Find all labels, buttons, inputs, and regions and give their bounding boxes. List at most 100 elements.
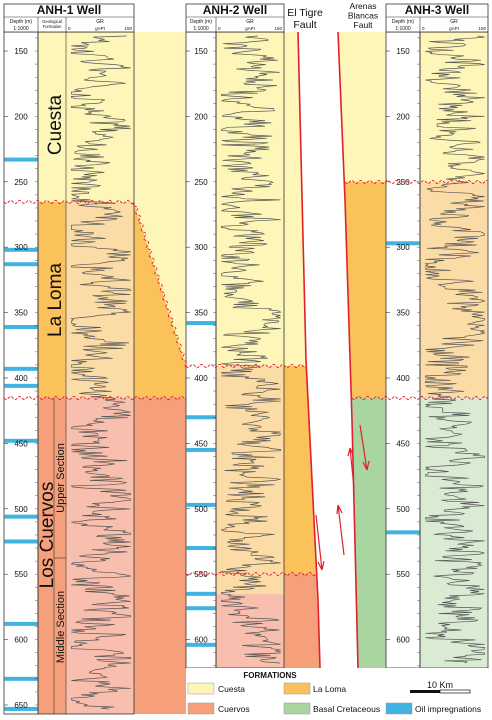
block1-cuervos [284, 574, 320, 668]
anh2-log-max: 150 [274, 26, 282, 31]
depth-tick-label: 400 [194, 374, 208, 383]
anh1-log-unit: gAPI [95, 26, 105, 31]
corr1-cuesta [134, 32, 186, 366]
depth-tick-label: 500 [194, 505, 208, 514]
formation-label-la-loma: La Loma [45, 263, 66, 337]
legend-item-cuervos: Cuervos [187, 702, 250, 715]
anh1-depth-track [3, 31, 39, 715]
formation-boundary-line [344, 179, 489, 185]
anh2-log-header: GR [246, 19, 254, 25]
anh1-title: ANH-1 Well [37, 3, 101, 17]
formation-label-cuesta: Cuesta [45, 94, 66, 155]
oil-impregnation-bar [186, 642, 216, 647]
oil-impregnation-bar [4, 366, 38, 371]
el-tigre-fault-line [297, 31, 321, 669]
oil-impregnation-bar [4, 676, 38, 681]
anh3-title: ANH-3 Well [405, 3, 469, 17]
gamma-ray-trace [220, 35, 282, 664]
corr1-cuervos [134, 398, 186, 714]
oil-impregnation-bar [386, 241, 420, 246]
depth-tick-label: 550 [194, 570, 208, 579]
depth-tick-label: 250 [14, 178, 28, 187]
depth-tick-label: 550 [396, 570, 410, 579]
anh3-log-unit: gAPI [449, 26, 459, 31]
depth-tick-label: 250 [194, 178, 208, 187]
anh2-title: ANH-2 Well [203, 3, 267, 17]
depth-tick-label: 600 [194, 636, 208, 645]
oil-impregnation-bar [4, 706, 38, 711]
depth-tick-label: 150 [14, 47, 28, 56]
depth-tick-label: 350 [396, 309, 410, 318]
anh3-log-max: 150 [478, 26, 486, 31]
block1-laloma [284, 366, 316, 574]
oil-impregnation-bar [4, 621, 38, 626]
oil-impregnation-bar [4, 383, 38, 388]
oil-impregnation-bar [4, 438, 38, 443]
depth-tick-label: 350 [14, 309, 28, 318]
scale-bar: 10 Km [410, 680, 471, 694]
anh1-log-max: 150 [124, 26, 132, 31]
oil-impregnation-bar [4, 514, 38, 519]
anh2-depth-track [185, 31, 217, 669]
oil-impregnation-bar [386, 530, 420, 535]
depth-tick-label: 300 [14, 243, 28, 252]
anh1-formation-header: Geological Formation [42, 19, 62, 29]
anh3-header: ANH-3 Well Depth (m) 1:1000 GR 0 gAPI 15… [385, 3, 489, 33]
anh1-cuesta-fill [38, 32, 66, 202]
depth-tick-label: 150 [194, 47, 208, 56]
depth-tick-label: 200 [194, 112, 208, 121]
depth-tick-label: 200 [14, 112, 28, 121]
depth-tick-label: 600 [396, 636, 410, 645]
depth-tick-label: 200 [396, 112, 410, 121]
depth-tick-label: 150 [396, 47, 410, 56]
depth-tick-label: 450 [396, 439, 410, 448]
anh2-log-laloma-fill [216, 366, 284, 594]
legend-label-basal-cretaceous: Basal Cretaceous [313, 704, 380, 714]
subsection-label-upper: Upper Section [55, 443, 67, 513]
depth-tick-label: 350 [194, 309, 208, 318]
fault-motion-arrows [315, 424, 370, 571]
anh2-depth-header: Depth (m) [190, 19, 213, 25]
legend-label-cuervos: Cuervos [218, 704, 250, 714]
depth-tick-label: 600 [14, 636, 28, 645]
block2-laloma [345, 182, 386, 398]
depth-tick-label: 500 [396, 505, 410, 514]
subsection-label-middle: Middle Section [55, 591, 67, 663]
oil-impregnation-bar [4, 247, 38, 252]
depth-tick-label: 550 [14, 570, 28, 579]
anh2-log-min: 0 [218, 26, 221, 31]
depth-tick-label: 400 [14, 374, 28, 383]
scale-bar-label: 10 Km [427, 680, 453, 690]
legend-label-cuesta: Cuesta [218, 684, 245, 694]
oil-impregnation-bar [186, 546, 216, 551]
fault-gap [298, 32, 358, 668]
formation-boundary-line [3, 395, 187, 401]
oil-impregnation-bar [4, 262, 38, 267]
anh1-log-cuervos-fill [66, 398, 134, 714]
anh1-cuervos-fill [38, 398, 66, 714]
gamma-ray-trace [70, 35, 132, 710]
depth-tick-label: 450 [14, 439, 28, 448]
anh3-scale: 1:1000 [395, 26, 411, 32]
depth-tick-label: 300 [194, 243, 208, 252]
oil-impregnation-bar [186, 447, 216, 452]
legend-item-oil-impregnations: Oil impregnations [385, 702, 481, 715]
oil-impregnation-bar [4, 157, 38, 162]
formation-boundary-line [185, 364, 306, 368]
legend-title: FORMATIONS [243, 671, 297, 680]
legend-item-cuesta: Cuesta [187, 682, 245, 695]
block2-cuesta [338, 32, 386, 182]
oil-impregnation-markers [4, 157, 420, 711]
block1-cuesta [284, 32, 306, 366]
anh3-log-header: GR [450, 19, 458, 25]
oil-impregnation-bar [186, 502, 216, 507]
anh1-log-min: 0 [68, 26, 71, 31]
anh1-depth-header: Depth (m) [10, 19, 33, 25]
anh1-log-cuesta-fill [66, 32, 134, 202]
corr1-laloma [134, 203, 186, 398]
depth-tick-label: 300 [396, 243, 410, 252]
arenas-blancas-fault-line [337, 31, 359, 669]
depth-tick-label: 500 [14, 505, 28, 514]
depth-tick-label: 450 [194, 439, 208, 448]
legend-item-la-loma: La Loma [283, 682, 346, 695]
